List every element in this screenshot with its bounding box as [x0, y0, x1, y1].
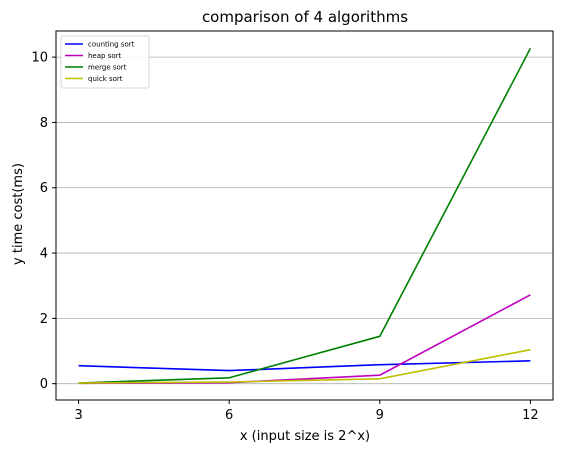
axis-ticks: 0 2 4 6 8 10 3 6 9 12: [31, 51, 538, 423]
x-tick-label: 3: [74, 408, 82, 423]
y-tick-label: 4: [40, 247, 48, 262]
y-tick-label: 0: [40, 377, 48, 392]
grid-lines: [56, 56, 553, 385]
legend-label: heap sort: [88, 52, 122, 60]
y-tick-label: 8: [40, 116, 48, 131]
legend-label: counting sort: [88, 41, 135, 49]
chart-title: comparison of 4 algorithms: [202, 8, 408, 26]
plot-area-frame: [55, 30, 554, 401]
y-tick-label: 10: [31, 51, 48, 66]
x-tick-label: 12: [522, 408, 539, 423]
x-tick-label: 9: [376, 408, 384, 423]
series-line-heap-sort: [78, 294, 531, 385]
x-tick-label: 6: [225, 408, 233, 423]
y-tick-label: 6: [40, 181, 48, 196]
y-axis-title: y time cost(ms): [11, 163, 26, 265]
legend-label: quick sort: [88, 75, 123, 83]
series-line-counting-sort: [78, 360, 531, 372]
series-line-quick-sort: [78, 348, 531, 384]
series-line-merge-sort: [78, 47, 532, 384]
x-axis-title: x (input size is 2^x): [240, 429, 370, 444]
series-lines: [78, 47, 532, 385]
legend-label: merge sort: [88, 64, 127, 72]
y-tick-label: 2: [40, 312, 48, 327]
legend-box: [60, 35, 150, 89]
legend: counting sort heap sort merge sort quick so…: [60, 35, 150, 89]
